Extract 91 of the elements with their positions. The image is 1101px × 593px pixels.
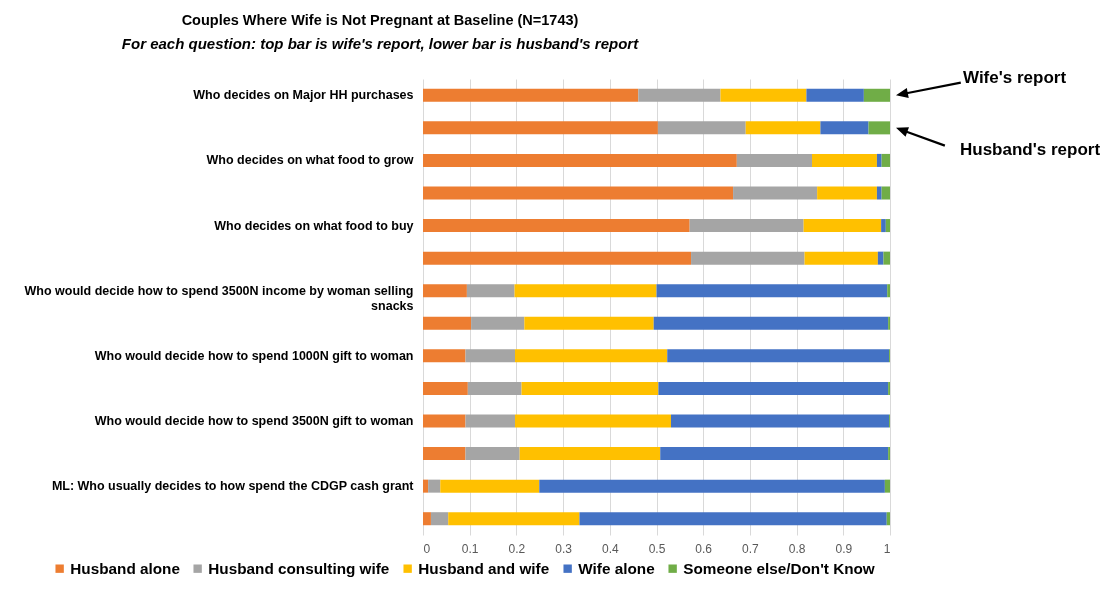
bar — [423, 414, 466, 428]
x-tick-label: 1 — [883, 541, 891, 556]
bar — [579, 512, 887, 526]
y-tick-label: Who would decide how to spend 3500N income by woman selling snacks — [24, 283, 414, 313]
bar — [667, 349, 890, 363]
bar — [423, 349, 466, 363]
bar — [670, 414, 890, 428]
bar — [660, 447, 889, 461]
bar — [658, 381, 889, 395]
bar — [423, 88, 639, 102]
bar — [881, 186, 890, 200]
bar — [868, 121, 890, 135]
y-tick-label: Who decides on what food to grow — [206, 153, 414, 168]
bar — [876, 153, 882, 167]
bar — [465, 349, 515, 363]
x-tick-label: 0.5 — [648, 541, 666, 556]
x-tick-label: 0.8 — [788, 541, 806, 556]
y-tick-label: Who would decide how to spend 3500N gift to woman — [94, 414, 414, 428]
x-tick-label: 0.7 — [742, 541, 760, 556]
bar — [539, 479, 885, 493]
bar — [885, 219, 890, 233]
bar — [423, 316, 472, 330]
bar — [733, 186, 818, 200]
bar — [883, 251, 890, 265]
bar — [736, 153, 813, 167]
bar — [448, 512, 580, 526]
y-tick-label: Who would decide how to spend 1000N gift to woman — [94, 348, 414, 363]
chart-subtitle: For each question: top bar is wife's report, lower bar is husband's report — [121, 35, 640, 53]
bar — [466, 284, 515, 298]
bar — [423, 219, 690, 233]
bar — [430, 512, 449, 526]
bar — [691, 251, 805, 265]
bar — [524, 316, 654, 330]
bar — [465, 447, 520, 461]
legend-label: Someone else/Don't Know — [683, 559, 875, 577]
x-tick-label: 0.3 — [555, 541, 573, 556]
bar — [638, 88, 721, 102]
text: Wife's report — [963, 68, 1067, 88]
bar — [514, 284, 657, 298]
bar — [423, 121, 658, 135]
y-tick-label: Who decides on Major HH purchases — [193, 88, 414, 103]
bar — [471, 316, 525, 330]
bar — [423, 479, 429, 493]
y-tick-label: ML: Who usually decides to how spend the CDGP cash grant — [51, 479, 415, 494]
bar — [720, 88, 807, 102]
bar — [812, 153, 877, 167]
bar — [817, 186, 877, 200]
x-tick-label: 0.2 — [508, 541, 526, 556]
x-tick-label: 0.1 — [461, 541, 479, 556]
bar — [806, 88, 864, 102]
bar — [886, 512, 890, 526]
bar — [884, 479, 890, 493]
bar — [423, 186, 734, 200]
bar — [423, 153, 737, 167]
bar — [467, 381, 522, 395]
bar — [804, 251, 878, 265]
bar — [863, 88, 890, 102]
text: Husband's report — [960, 139, 1101, 159]
x-tick-label: 0.6 — [695, 541, 713, 556]
bar — [423, 381, 468, 395]
bar — [515, 349, 668, 363]
bar — [653, 316, 889, 330]
x-tick-label: 0 — [423, 541, 431, 556]
legend-label: Husband alone — [70, 559, 180, 577]
bar — [745, 121, 821, 135]
bar — [428, 479, 441, 493]
bar — [657, 121, 746, 135]
legend-label: Husband consulting wife — [208, 559, 390, 577]
bar — [519, 447, 661, 461]
y-tick-label: Who decides on what food to buy — [214, 218, 414, 233]
chart-title: Couples Where Wife is Not Pregnant at Baseline (N=1743) — [181, 11, 579, 28]
bar — [465, 414, 515, 428]
bar — [803, 219, 882, 233]
bar — [876, 186, 882, 200]
bar — [515, 414, 671, 428]
x-tick-label: 0.9 — [835, 541, 853, 556]
bar — [820, 121, 869, 135]
bar — [423, 447, 466, 461]
bar — [440, 479, 540, 493]
bar — [881, 153, 890, 167]
bar — [423, 512, 431, 526]
bar — [887, 284, 890, 298]
bar — [423, 251, 692, 265]
bar — [881, 219, 886, 233]
bar — [689, 219, 804, 233]
bar — [521, 381, 659, 395]
x-tick-label: 0.4 — [601, 541, 619, 556]
legend-label: Husband and wife — [418, 559, 550, 577]
bar — [423, 284, 467, 298]
bar — [656, 284, 888, 298]
legend-label: Wife alone — [578, 559, 655, 577]
